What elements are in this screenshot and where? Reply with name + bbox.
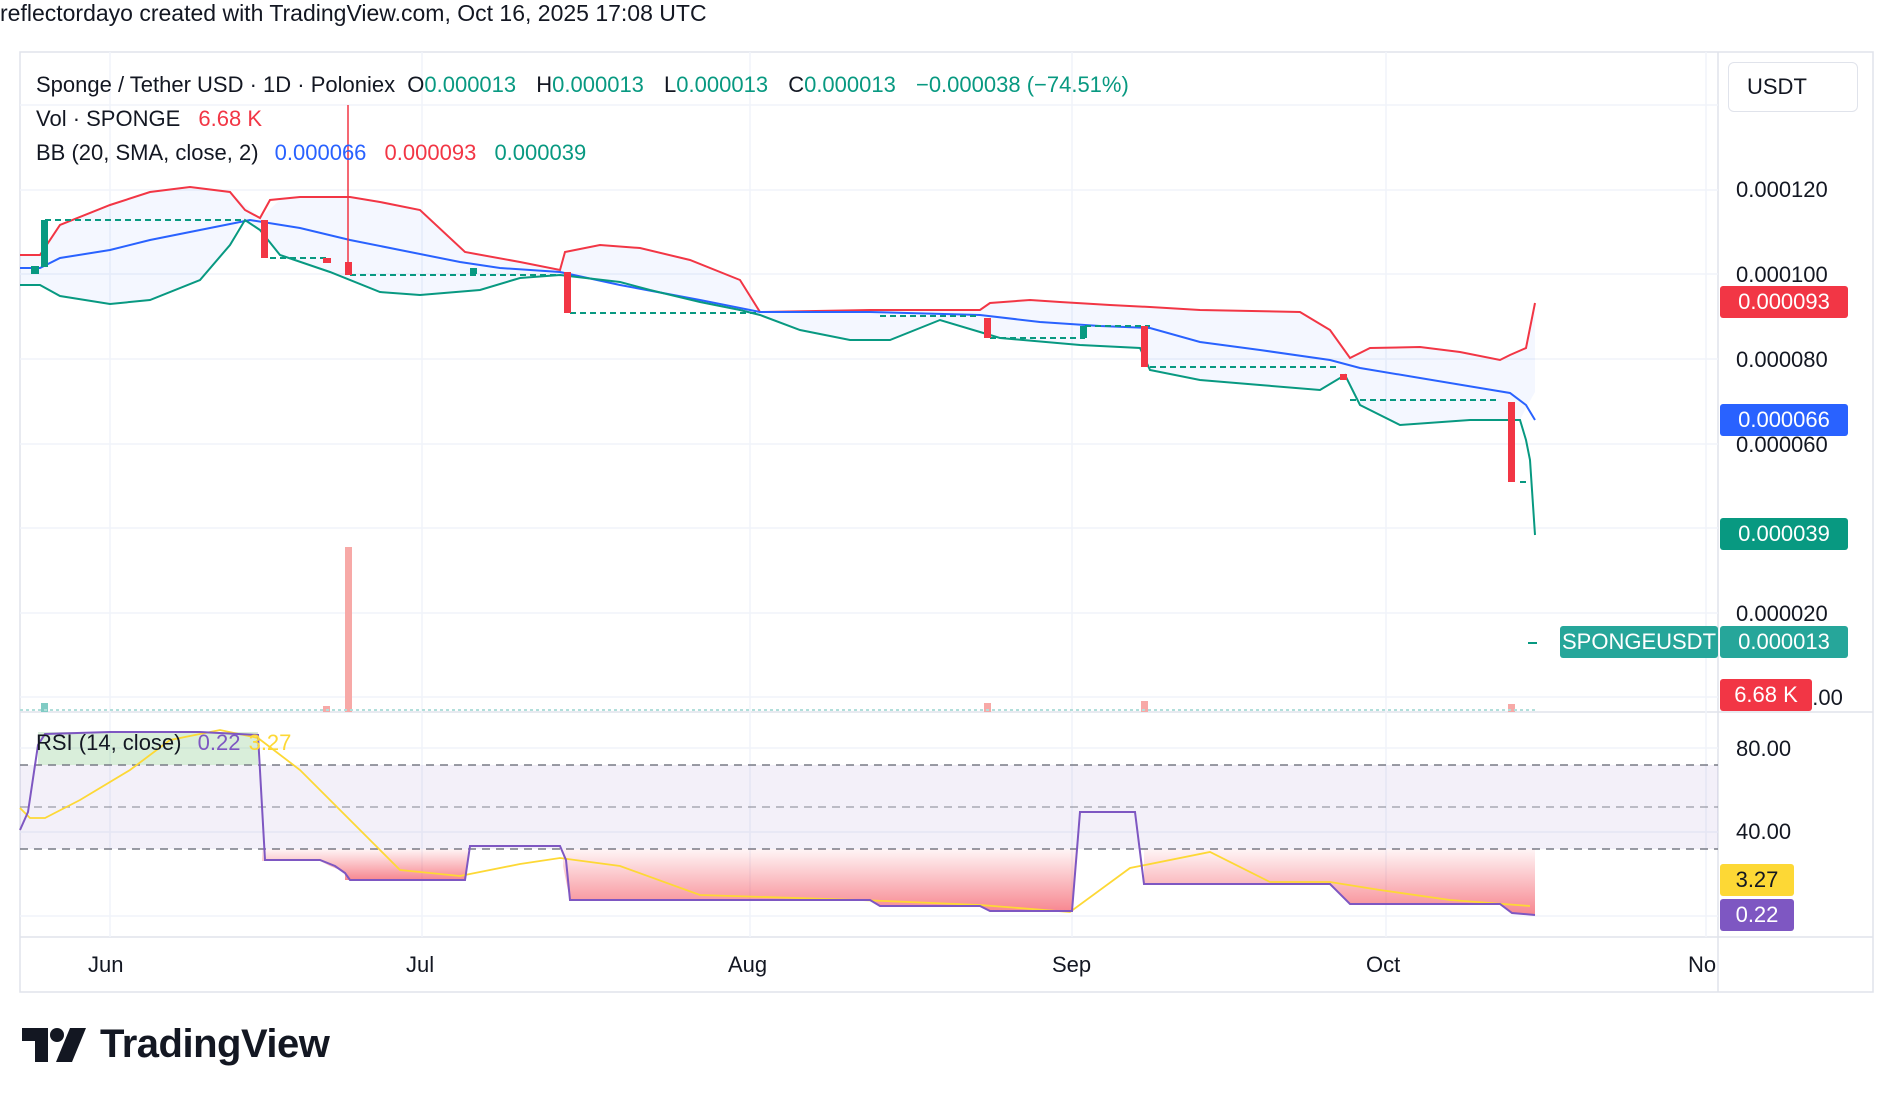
candle <box>345 262 352 275</box>
candles-group <box>31 105 1537 644</box>
time-tick: Jun <box>88 952 124 977</box>
candle <box>31 266 39 274</box>
close-key: C <box>788 72 805 97</box>
volume-value: 6.68 K <box>198 106 263 131</box>
symbol-tag-label: SPONGEUSDT <box>1560 626 1718 658</box>
rsi-pane <box>19 729 1718 916</box>
low-value: 0.000013 <box>676 72 769 97</box>
price-tick: 0.000120 <box>1736 177 1828 202</box>
legend-main: Sponge / Tether USD · 1D · Poloniex O0.0… <box>36 72 1135 98</box>
bb-lower-value: 0.000039 <box>494 140 587 165</box>
bb-label: BB (20, SMA, close, 2) <box>36 140 259 165</box>
candle <box>1340 374 1347 380</box>
candle <box>1080 326 1087 338</box>
volume-bar <box>1508 704 1515 712</box>
candle <box>323 258 331 263</box>
tradingview-logo-icon <box>22 1027 86 1062</box>
volume-price-label: 6.68 K <box>1720 679 1812 711</box>
high-key: H <box>536 72 553 97</box>
candle <box>984 318 991 338</box>
price-tick: 0.000060 <box>1736 432 1828 457</box>
rsi-ma-price-label: 3.27 <box>1720 864 1794 896</box>
bollinger-basis-line <box>20 218 1536 421</box>
time-tick: No <box>1688 952 1717 977</box>
pivot-lines <box>45 219 1536 644</box>
bb-lower-price-label: 0.000039 <box>1720 518 1848 550</box>
close-value: 0.000013 <box>804 72 896 97</box>
tradingview-logo[interactable]: TradingView <box>22 1022 330 1067</box>
rsi-tick: 40.00 <box>1736 819 1792 844</box>
volume-bar <box>345 547 352 712</box>
price-tick: 0.000080 <box>1736 347 1828 372</box>
legend-volume: Vol · SPONGE 6.68 K <box>36 106 268 132</box>
attribution-text: reflectordayo created with TradingView.c… <box>0 0 707 26</box>
rsi-oversold-fill <box>262 849 470 880</box>
low-key: L <box>664 72 677 97</box>
bb-upper-price-label: 0.000093 <box>1720 286 1848 318</box>
bollinger-lower-line <box>20 218 1536 536</box>
time-tick: Jul <box>406 952 435 977</box>
symbol-title: Sponge / Tether USD · 1D · Poloniex <box>36 72 396 97</box>
rsi-tick: 80.00 <box>1736 736 1792 761</box>
price-tick: 0.000100 <box>1736 262 1828 287</box>
time-tick: Sep <box>1052 952 1092 977</box>
candle <box>261 220 268 258</box>
open-value: 0.000013 <box>424 72 517 97</box>
candle <box>564 272 571 313</box>
bb-upper-value: 0.000093 <box>384 140 477 165</box>
bollinger-fill <box>20 187 1535 425</box>
high-value: 0.000013 <box>552 72 644 97</box>
candle <box>1530 642 1537 644</box>
rsi-label: RSI (14, close) <box>36 730 182 755</box>
brand-name: TradingView <box>100 1022 330 1066</box>
candle <box>1141 326 1148 367</box>
legend-rsi: RSI (14, close) 0.22 3.27 <box>36 730 297 756</box>
rsi-oversold-fill <box>1144 849 1535 915</box>
change-value: −0.000038 (−74.51%) <box>915 72 1129 97</box>
volume-bar <box>1141 701 1148 712</box>
price-tick: 0.000020 <box>1736 601 1828 626</box>
rsi-price-label: 0.22 <box>1720 899 1794 931</box>
volume-bars <box>20 547 1535 712</box>
open-key: O <box>407 72 425 97</box>
chart-frame <box>19 51 1874 993</box>
bollinger-upper-line <box>20 185 1536 362</box>
time-tick: Aug <box>728 952 768 977</box>
rsi-oversold-fill <box>563 849 1078 912</box>
currency-button[interactable]: USDT <box>1728 62 1858 112</box>
candle <box>470 268 477 274</box>
time-tick: Oct <box>1366 952 1401 977</box>
rsi-ma-value: 3.27 <box>248 730 292 755</box>
bb-basis-value: 0.000066 <box>274 140 367 165</box>
last-price-label: 0.000013 <box>1720 626 1848 658</box>
legend-bollinger: BB (20, SMA, close, 2) 0.000066 0.000093… <box>36 140 592 166</box>
rsi-ma-line <box>19 729 1531 913</box>
rsi-line <box>19 731 1536 916</box>
candle <box>41 220 48 267</box>
rsi-overbought-fill <box>38 732 258 765</box>
volume-label: Vol · SPONGE <box>36 106 181 131</box>
volume-bar <box>41 703 48 712</box>
bb-basis-price-label: 0.000066 <box>1720 404 1848 436</box>
grid-lines <box>20 52 1718 937</box>
candle <box>1508 402 1515 482</box>
volume-bar <box>984 703 991 712</box>
rsi-value: 0.22 <box>197 730 241 755</box>
